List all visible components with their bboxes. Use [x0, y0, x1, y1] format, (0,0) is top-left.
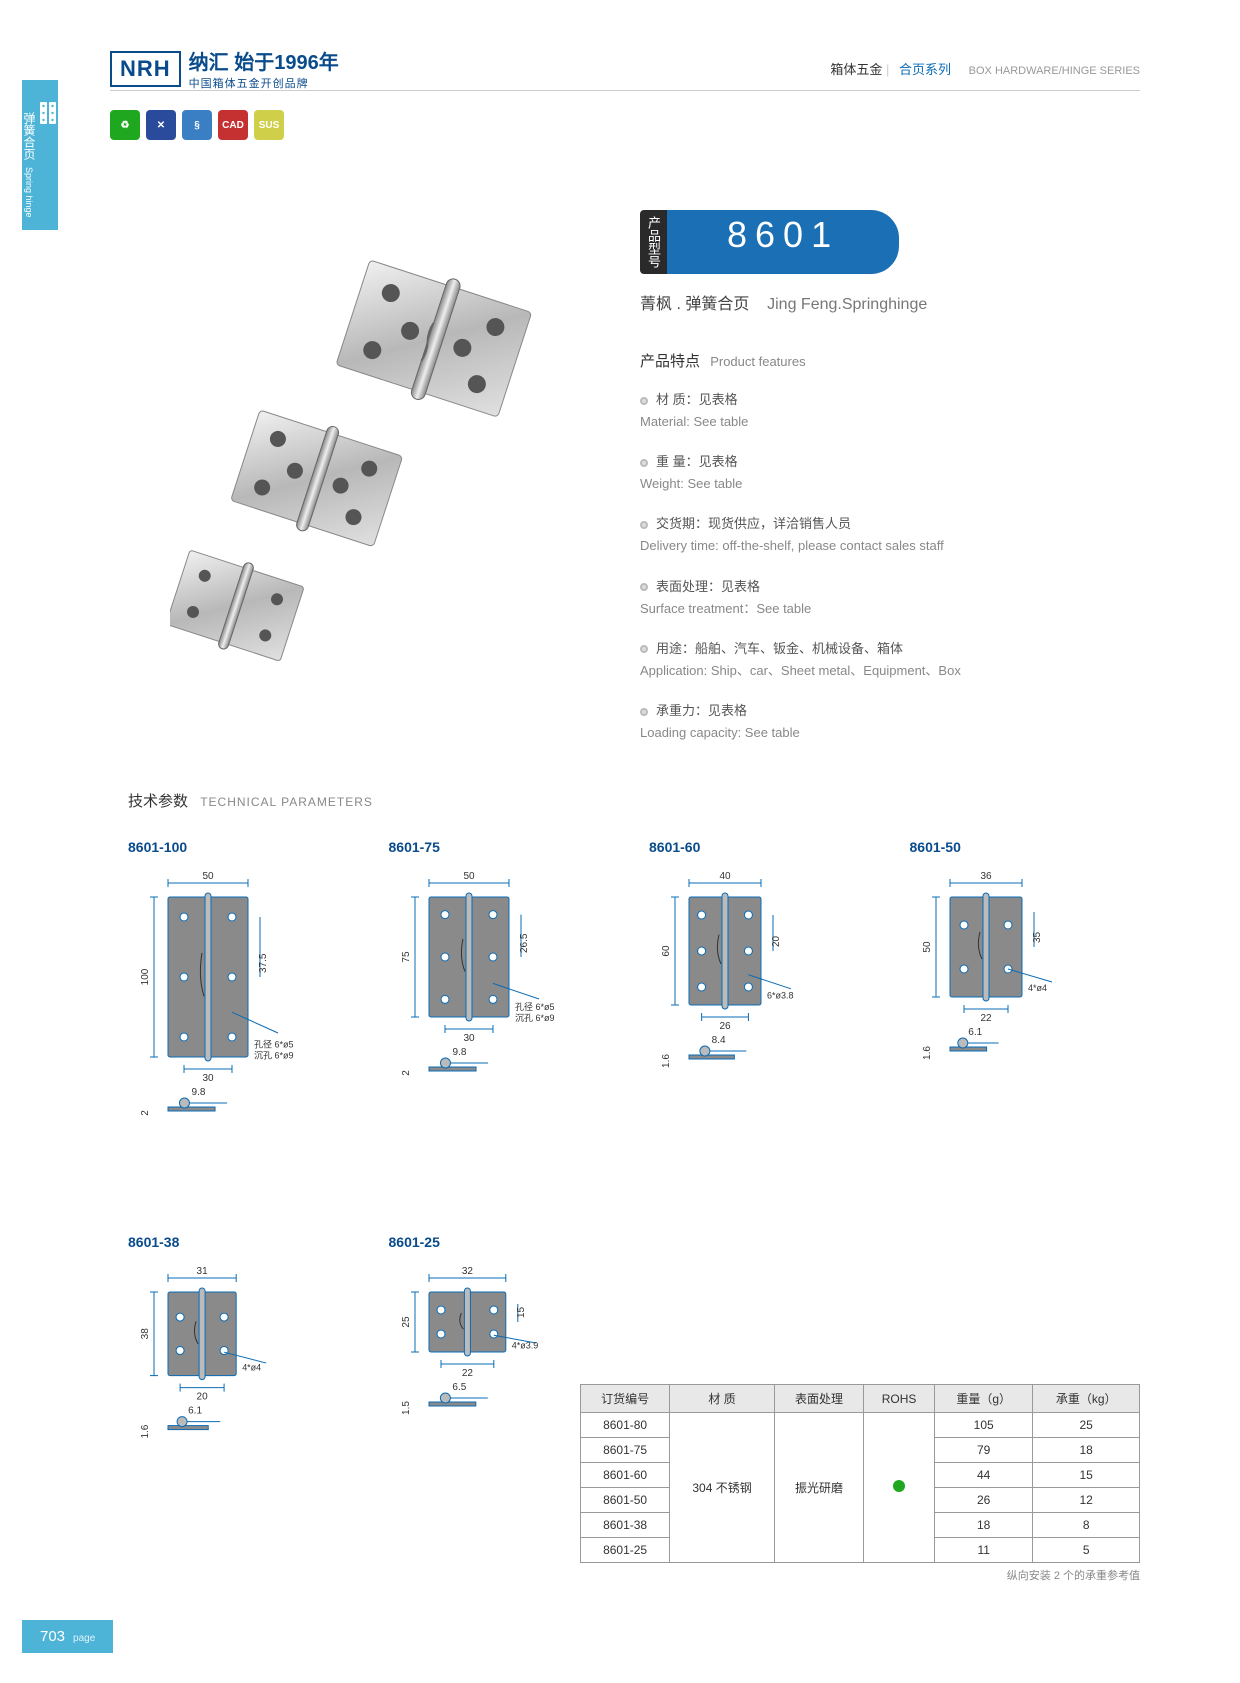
svg-text:8.4: 8.4 [712, 1035, 726, 1046]
svg-text:20: 20 [197, 1392, 209, 1403]
svg-text:6*ø3.8: 6*ø3.8 [767, 991, 794, 1001]
diagram-8601-50: 8601-50 36 50 22 35 4*ø4 1.6 6.1 [910, 839, 1141, 1204]
header-divider [110, 90, 1140, 91]
svg-text:35: 35 [1032, 931, 1043, 943]
model-number: 8601 [667, 210, 899, 274]
logo-brand: NRH [110, 51, 181, 87]
feature-badge: ♻ [110, 110, 140, 140]
model-label: 产品型号 [640, 210, 667, 274]
svg-text:22: 22 [980, 1013, 992, 1024]
svg-text:2: 2 [401, 1070, 412, 1076]
svg-text:50: 50 [922, 941, 933, 953]
svg-text:沉孔 6*ø9: 沉孔 6*ø9 [254, 1050, 294, 1060]
tech-title: 技术参数 TECHNICAL PARAMETERS [128, 790, 1140, 811]
svg-text:9.8: 9.8 [452, 1047, 466, 1058]
feature-badge: § [182, 110, 212, 140]
svg-text:1.5: 1.5 [400, 1401, 411, 1415]
side-tab: 弹簧合页 Spring hinge [22, 80, 58, 230]
svg-text:26.5: 26.5 [519, 933, 530, 953]
badge-row: ♻✕§CADSUS [110, 110, 284, 140]
spec-table: 订货编号材 质表面处理ROHS重量（g）承重（kg） 8601-80304 不锈… [580, 1384, 1140, 1563]
page-header: NRH 纳汇 始于1996年 中国箱体五金开创品牌 箱体五金 | 合页系列 BO… [110, 46, 1140, 91]
table-header: 承重（kg） [1033, 1385, 1140, 1413]
logo-cn: 纳汇 始于1996年 [189, 46, 339, 75]
feature-item: 材 质：见表格Material: See table [640, 389, 1130, 433]
svg-text:孔径 6*ø5: 孔径 6*ø5 [254, 1038, 294, 1049]
svg-text:沉孔 6*ø9: 沉孔 6*ø9 [515, 1013, 555, 1023]
side-tab-icon [38, 100, 58, 129]
product-name: 菁枫 . 弹簧合页 Jing Feng.Springhinge [640, 290, 927, 314]
svg-text:6.5: 6.5 [452, 1382, 466, 1393]
svg-text:4*ø4: 4*ø4 [1028, 983, 1047, 993]
svg-text:30: 30 [202, 1073, 214, 1084]
svg-text:60: 60 [661, 945, 672, 957]
header-category: 箱体五金 | 合页系列 BOX HARDWARE/HINGE SERIES [830, 59, 1140, 78]
logo: NRH 纳汇 始于1996年 中国箱体五金开创品牌 [110, 46, 339, 91]
table-header: 表面处理 [774, 1385, 863, 1413]
svg-text:40: 40 [719, 871, 731, 882]
svg-text:1.6: 1.6 [140, 1424, 151, 1438]
svg-text:100: 100 [140, 968, 151, 985]
svg-text:4*ø3.9: 4*ø3.9 [511, 1340, 537, 1350]
table-header: ROHS [864, 1385, 935, 1413]
svg-text:25: 25 [400, 1316, 411, 1328]
svg-text:1.6: 1.6 [661, 1054, 672, 1068]
svg-text:6.1: 6.1 [968, 1027, 982, 1038]
feature-item: 用途：船舶、汽车、钣金、机械设备、箱体Application: Ship、car… [640, 638, 1130, 682]
svg-text:20: 20 [771, 935, 782, 947]
svg-text:6.1: 6.1 [188, 1406, 202, 1417]
diagram-8601-100: 8601-100 50 100 30 37.5 孔径 6*ø5 沉孔 6*ø9 … [128, 839, 359, 1204]
svg-text:4*ø4: 4*ø4 [242, 1363, 261, 1373]
diagram-8601-60: 8601-60 40 60 26 20 6*ø3.8 1.6 8.4 [649, 839, 880, 1204]
features-title: 产品特点 Product features [640, 350, 1130, 371]
feature-item: 表面处理：见表格Surface treatment：See table [640, 576, 1130, 620]
table-header: 材 质 [670, 1385, 775, 1413]
side-tab-cn: 弹簧合页 [22, 112, 36, 160]
svg-text:26: 26 [719, 1021, 731, 1032]
feature-item: 交货期：现货供应，详洽销售人员Delivery time: off-the-sh… [640, 513, 1130, 557]
svg-text:36: 36 [980, 871, 992, 882]
page-number: 703 page [22, 1620, 113, 1653]
svg-text:50: 50 [463, 871, 475, 882]
product-image [170, 240, 590, 670]
svg-text:38: 38 [140, 1328, 151, 1340]
svg-text:30: 30 [463, 1033, 475, 1044]
table-header: 重量（g） [935, 1385, 1033, 1413]
svg-text:37.5: 37.5 [258, 953, 269, 973]
feature-badge: CAD [218, 110, 248, 140]
table-note: 纵向安装 2 个的承重参考值 [1007, 1567, 1140, 1583]
side-tab-en: Spring hinge [24, 167, 34, 218]
model-badge: 产品型号 8601 [640, 210, 899, 274]
svg-text:孔径 6*ø5: 孔径 6*ø5 [515, 1001, 555, 1012]
logo-sub: 中国箱体五金开创品牌 [189, 75, 339, 91]
svg-text:9.8: 9.8 [192, 1087, 206, 1098]
svg-text:50: 50 [202, 871, 214, 882]
feature-badge: SUS [254, 110, 284, 140]
feature-item: 重 量：见表格Weight: See table [640, 451, 1130, 495]
svg-text:31: 31 [197, 1266, 209, 1277]
feature-badge: ✕ [146, 110, 176, 140]
svg-text:1.6: 1.6 [922, 1046, 933, 1060]
svg-text:2: 2 [140, 1110, 151, 1116]
table-row: 8601-80304 不锈钢振光研磨10525 [581, 1413, 1140, 1438]
table-header: 订货编号 [581, 1385, 670, 1413]
diagram-8601-38: 8601-38 31 38 20 4*ø4 1.6 6.1 [128, 1234, 359, 1523]
svg-text:15: 15 [515, 1306, 526, 1318]
svg-text:75: 75 [401, 951, 412, 963]
diagram-8601-75: 8601-75 50 75 30 26.5 孔径 6*ø5 沉孔 6*ø9 2 … [389, 839, 620, 1204]
svg-text:22: 22 [461, 1368, 473, 1379]
feature-item: 承重力：见表格Loading capacity: See table [640, 700, 1130, 744]
svg-text:32: 32 [461, 1266, 473, 1277]
features: 产品特点 Product features 材 质：见表格Material: S… [640, 350, 1130, 762]
